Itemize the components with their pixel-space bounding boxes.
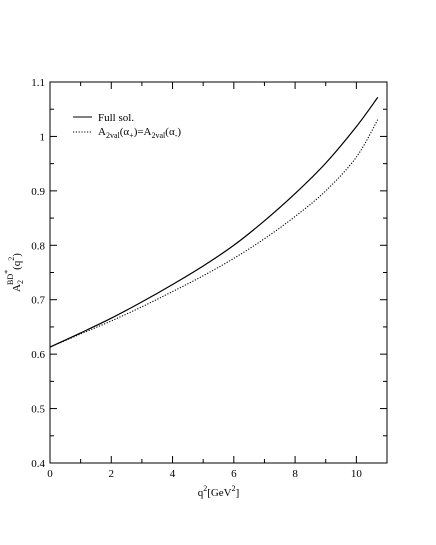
- legend: Full sol. A2val(α+)=A2val(α-): [73, 112, 181, 140]
- x-tick-label: 8: [292, 468, 298, 480]
- legend-label-full-sol: Full sol.: [98, 112, 134, 124]
- x-axis-label: q2[GeV2]: [198, 484, 240, 499]
- axis-ticks: [49, 81, 387, 464]
- plot-frame: [49, 81, 388, 464]
- series-line-full-sol: [49, 96, 379, 348]
- legend-label-a2val: A2val(α+)=A2val(α-): [98, 126, 181, 140]
- y-tick-label: 1: [40, 131, 46, 143]
- series-layer: [49, 96, 379, 348]
- x-tick-label: 6: [231, 468, 237, 480]
- y-tick-label: 0.7: [31, 295, 45, 307]
- y-tick-label: 0.5: [31, 404, 45, 416]
- x-tick-label: 2: [109, 468, 115, 480]
- y-tick-label: 1.1: [31, 77, 45, 89]
- y-tick-label: 0.6: [31, 349, 45, 361]
- y-tick-label: 0.8: [31, 240, 45, 252]
- y-tick-label: 0.9: [31, 186, 45, 198]
- series-line-a2val: [49, 119, 379, 348]
- y-axis-label: A2BD*(q2): [3, 253, 25, 292]
- y-tick-label: 0.4: [31, 458, 45, 470]
- x-tick-label: 0: [47, 468, 53, 480]
- x-tick-label: 4: [170, 468, 176, 480]
- axis-tick-labels: 0 2 4 6 8 10 0.4 0.5 0.6 0.7 0.8 0.9 1 1.1: [31, 77, 362, 480]
- x-tick-label: 10: [351, 468, 363, 480]
